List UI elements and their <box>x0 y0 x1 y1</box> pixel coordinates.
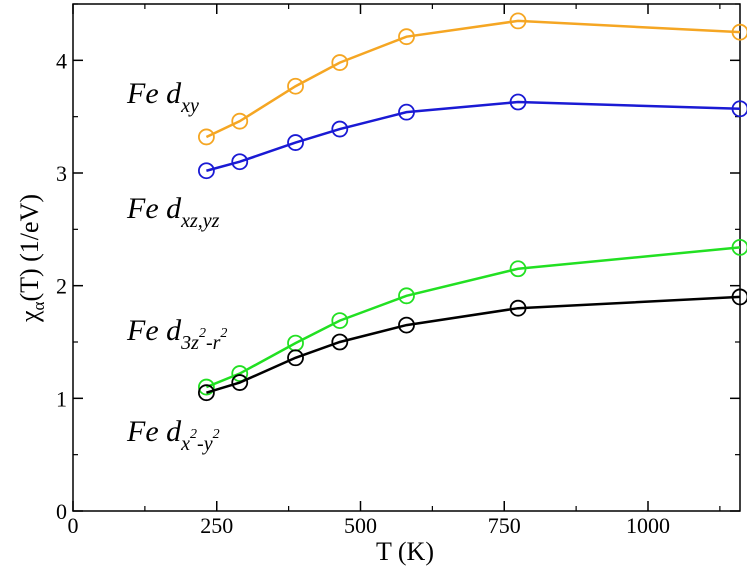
data-point <box>731 238 747 256</box>
data-point <box>731 288 747 306</box>
series-0 <box>197 12 747 146</box>
annotation-d3z2: Fe d3z2-r2 <box>126 314 227 354</box>
data-point <box>398 287 415 305</box>
annotation-d3z2-sup2: 2 <box>220 326 227 341</box>
annotation-d3z2-sup1: 2 <box>199 326 206 341</box>
x-tick-label: 750 <box>488 513 521 538</box>
annotation-d3z2-sub: 3z <box>180 332 199 354</box>
annotation-dx2y2-sub: x <box>180 433 190 455</box>
series-line <box>206 100 741 172</box>
annotation-dxzyz-sub: xz,yz <box>180 210 220 232</box>
series-1 <box>197 93 747 180</box>
annotation-dxy-prefix: Fe d <box>126 77 182 110</box>
y-axis-title-sub: α <box>29 301 48 310</box>
data-point <box>197 162 215 180</box>
annotation-dx2y2-sup1: 2 <box>190 427 197 442</box>
data-point <box>197 384 215 402</box>
data-point <box>331 54 349 71</box>
axis-ticks <box>72 3 740 512</box>
annotation-dx2y2-sup2: 2 <box>213 427 220 442</box>
data-point <box>509 299 527 317</box>
data-point <box>398 103 415 121</box>
tick-labels: 0 250 500 750 1000 0 1 2 3 4 <box>56 48 670 538</box>
annotation-dxzyz: Fe dxz,yz <box>126 192 220 232</box>
annotation-dx2y2-mid: -y <box>197 433 213 455</box>
series-3 <box>197 288 747 402</box>
data-point <box>287 77 304 95</box>
data-point <box>231 153 249 171</box>
data-point <box>731 23 747 41</box>
series-line <box>206 295 741 394</box>
series-layer <box>197 12 747 402</box>
series-line <box>205 246 741 389</box>
data-point <box>731 100 747 118</box>
annotation-d3z2-mid: -r <box>206 332 221 354</box>
annotation-dx2y2-prefix: Fe d <box>126 415 182 448</box>
series-2 <box>197 238 747 396</box>
annotation-d3z2-prefix: Fe d <box>126 314 182 347</box>
y-tick-label: 0 <box>56 499 67 524</box>
y-axis-title-main: χ <box>15 310 44 323</box>
y-tick-label: 2 <box>56 274 67 299</box>
x-tick-label: 0 <box>68 513 79 538</box>
data-point <box>231 374 249 391</box>
x-tick-label: 250 <box>200 513 233 538</box>
y-tick-label: 1 <box>56 386 67 411</box>
data-point <box>331 120 349 138</box>
x-axis-title: T (K) <box>376 537 434 566</box>
data-point <box>231 365 249 382</box>
annotation-dx2y2: Fe dx2-y2 <box>126 415 220 455</box>
data-point <box>331 312 349 329</box>
data-point <box>197 378 215 396</box>
x-tick-label: 1000 <box>626 513 670 538</box>
annotation-dxy: Fe dxy <box>126 77 199 117</box>
annotation-dxzyz-prefix: Fe d <box>126 192 182 225</box>
data-point <box>331 333 349 351</box>
data-point <box>197 128 215 146</box>
data-point <box>287 134 304 151</box>
annotation-dxy-sub: xy <box>180 95 199 117</box>
y-axis-title: χα(T) (1/eV) <box>15 194 48 323</box>
y-tick-label: 3 <box>56 161 67 186</box>
series-line <box>205 19 741 139</box>
data-point <box>509 93 527 111</box>
y-axis-title-tail: (T) (1/eV) <box>15 194 44 302</box>
y-tick-label: 4 <box>56 48 67 73</box>
data-point <box>398 28 415 46</box>
plot-frame <box>72 3 741 512</box>
data-point <box>287 349 304 367</box>
data-point <box>398 316 415 334</box>
data-point <box>509 260 527 278</box>
x-tick-label: 500 <box>344 513 377 538</box>
data-point <box>509 12 527 30</box>
data-point <box>231 112 249 130</box>
